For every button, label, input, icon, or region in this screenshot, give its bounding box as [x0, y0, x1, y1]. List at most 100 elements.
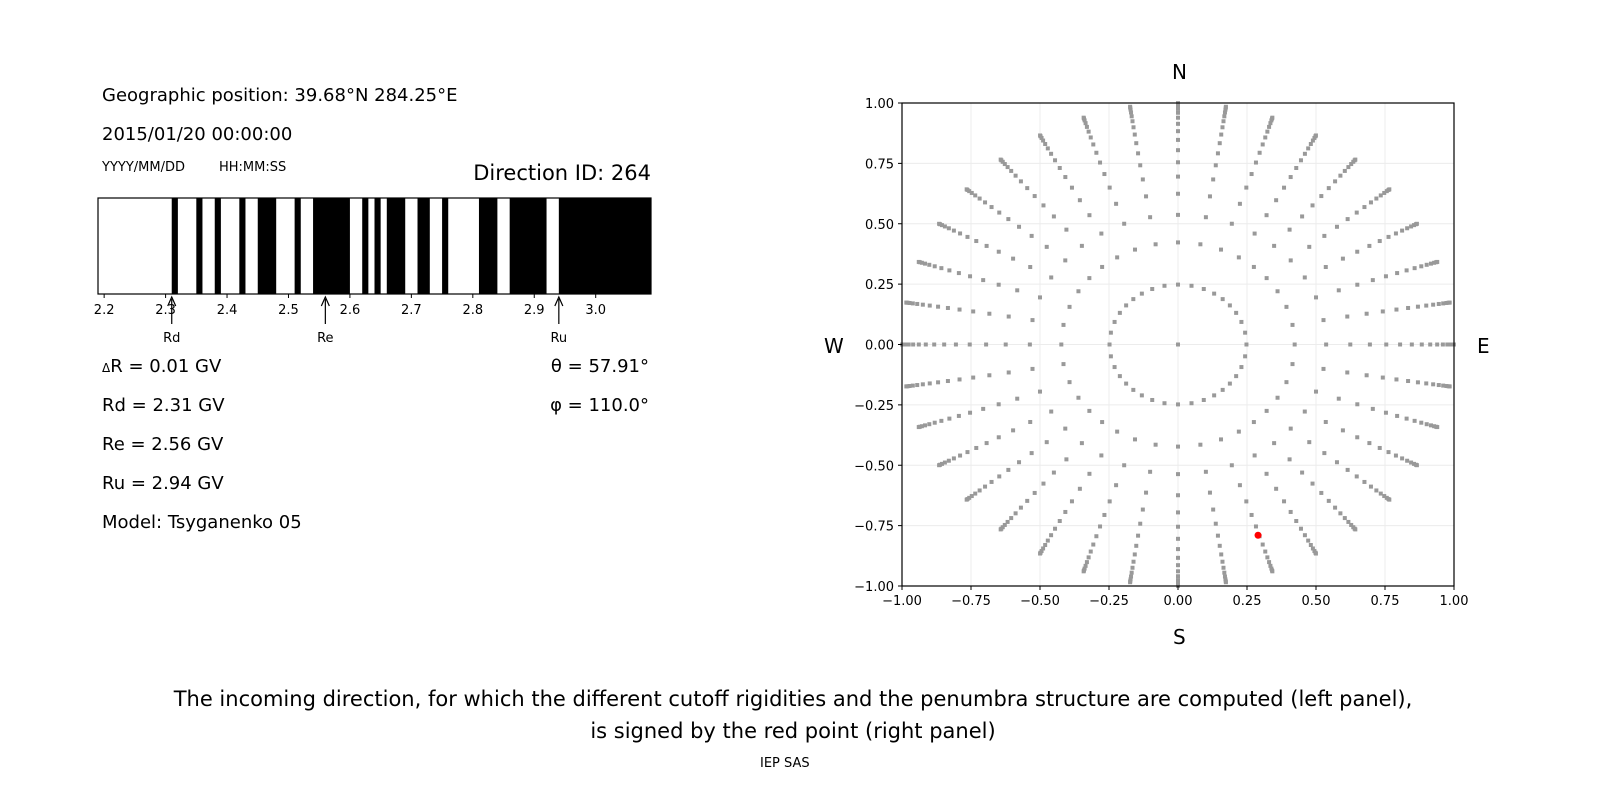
- grid-point: [1006, 217, 1011, 222]
- penumbra-forbidden-band: [558, 198, 651, 294]
- grid-point: [936, 380, 941, 385]
- grid-point: [971, 309, 976, 314]
- grid-point: [1136, 533, 1141, 538]
- grid-point: [1189, 401, 1194, 406]
- grid-point: [969, 190, 974, 195]
- x-tick-label: 2.3: [155, 303, 176, 318]
- grid-point: [915, 383, 920, 388]
- grid-point: [1282, 499, 1287, 504]
- grid-point: [1275, 289, 1280, 294]
- grid-point: [1362, 479, 1367, 484]
- grid-point: [910, 301, 915, 306]
- x-tick-label: 0.00: [1164, 594, 1193, 609]
- grid-point: [1223, 580, 1228, 585]
- grid-point: [937, 463, 942, 468]
- grid-point: [1354, 210, 1359, 215]
- phi-value: φ = 110.0°: [550, 395, 649, 416]
- grid-point: [1006, 370, 1011, 375]
- grid-point: [1383, 410, 1388, 415]
- footer-credit: IEP SAS: [760, 756, 810, 771]
- grid-point: [1011, 428, 1016, 433]
- arrow-head-icon: [320, 295, 330, 307]
- grid-point: [996, 282, 1001, 287]
- grid-point: [1288, 175, 1293, 180]
- grid-point: [1310, 203, 1315, 208]
- grid-point: [1136, 151, 1141, 156]
- grid-point: [1288, 509, 1293, 514]
- grid-point: [1107, 342, 1112, 347]
- grid-point: [1140, 507, 1145, 512]
- grid-point: [965, 234, 970, 239]
- east-label: E: [1477, 334, 1490, 358]
- grid-point: [981, 406, 986, 411]
- grid-point: [1272, 243, 1277, 248]
- grid-point: [1441, 301, 1446, 306]
- x-tick-label: −1.00: [882, 594, 922, 609]
- x-tick-label: 2.8: [462, 303, 483, 318]
- grid-point: [1117, 374, 1122, 379]
- grid-point: [1355, 435, 1360, 440]
- grid-point: [927, 422, 932, 427]
- grid-point: [968, 274, 973, 279]
- y-tick-label: 0.75: [865, 157, 894, 172]
- grid-point: [1432, 424, 1437, 429]
- grid-point: [1386, 234, 1391, 239]
- grid-point: [1083, 563, 1088, 568]
- grid-point: [1176, 578, 1180, 583]
- grid-point: [1002, 162, 1007, 167]
- grid-point: [1377, 239, 1382, 244]
- grid-point: [1294, 519, 1299, 524]
- grid-point: [1091, 542, 1096, 547]
- grid-point: [1431, 382, 1436, 387]
- grid-point: [1107, 499, 1112, 504]
- grid-point: [1249, 512, 1254, 517]
- grid-point: [1217, 543, 1222, 548]
- grid-point: [1005, 519, 1010, 524]
- grid-point: [1150, 287, 1155, 292]
- grid-point: [1041, 203, 1046, 208]
- theta-value: θ = 57.91°: [550, 356, 649, 377]
- grid-point: [939, 266, 944, 271]
- grid-point: [1253, 160, 1258, 165]
- grid-point: [973, 491, 978, 496]
- grid-point: [971, 375, 976, 380]
- grid-point: [1239, 319, 1244, 324]
- grid-point: [904, 384, 909, 389]
- grid-point: [1049, 275, 1054, 280]
- delta-r-value: ΔR = 0.01 GV: [102, 358, 221, 376]
- grid-point: [987, 311, 992, 316]
- x-tick-label: 3.0: [585, 303, 606, 318]
- grid-point: [1314, 389, 1319, 394]
- grid-point: [1253, 524, 1258, 529]
- grid-point: [1310, 481, 1315, 486]
- grid-point: [1448, 342, 1453, 347]
- grid-point: [906, 342, 911, 347]
- grid-point: [1415, 304, 1420, 309]
- grid-point: [1251, 264, 1256, 269]
- grid-point: [1380, 309, 1385, 314]
- grid-point: [1067, 380, 1072, 385]
- grid-point: [1041, 138, 1046, 143]
- grid-point: [997, 210, 1002, 215]
- grid-point: [1100, 420, 1105, 425]
- penumbra-forbidden-band: [239, 198, 246, 294]
- grid-point: [1176, 174, 1180, 179]
- grid-point: [1370, 406, 1375, 411]
- grid-point: [1028, 419, 1033, 424]
- grid-point: [1404, 268, 1409, 273]
- grid-point: [1112, 365, 1117, 370]
- grid-point: [1419, 420, 1424, 425]
- grid-point: [1176, 524, 1180, 529]
- grid-point: [1319, 194, 1324, 199]
- grid-point: [1370, 278, 1375, 283]
- grid-point: [1076, 395, 1081, 400]
- grid-point: [1409, 342, 1414, 347]
- grid-point: [1287, 227, 1292, 232]
- delta-r-text: R = 0.01 GV: [110, 356, 222, 377]
- grid-point: [1319, 490, 1324, 495]
- grid-point: [1215, 533, 1220, 538]
- grid-point: [1176, 106, 1180, 111]
- grid-point: [1045, 146, 1050, 151]
- grid-point: [1086, 129, 1091, 134]
- grid-point: [964, 497, 969, 502]
